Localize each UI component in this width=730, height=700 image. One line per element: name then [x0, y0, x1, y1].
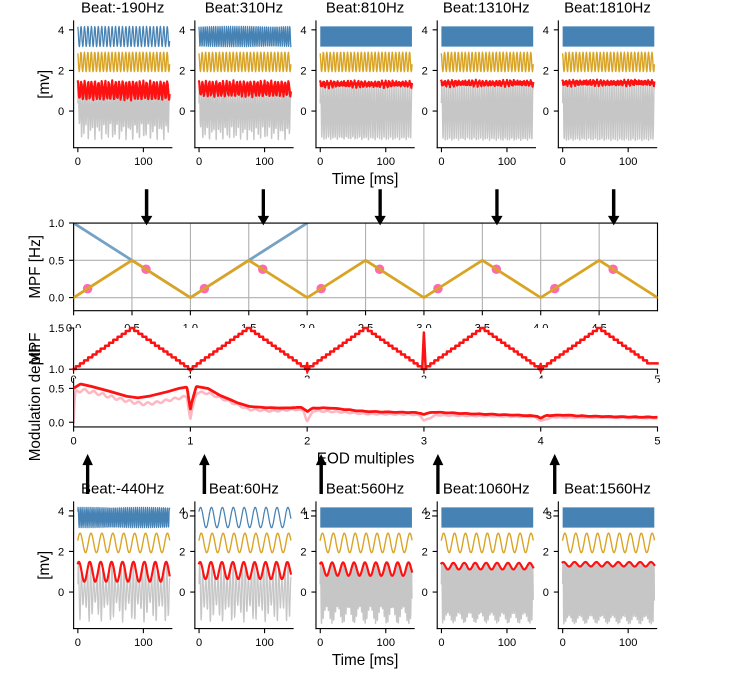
svg-text:0.5: 0.5 [49, 255, 64, 267]
svg-text:2: 2 [300, 65, 306, 77]
svg-text:EOD multiples: EOD multiples [317, 450, 415, 467]
svg-text:0: 0 [422, 587, 428, 599]
svg-text:Beat:1560Hz: Beat:1560Hz [564, 481, 651, 498]
svg-text:0: 0 [179, 106, 185, 118]
svg-text:100: 100 [376, 637, 395, 649]
svg-text:0: 0 [75, 637, 81, 649]
svg-text:0: 0 [300, 106, 306, 118]
svg-text:0: 0 [317, 156, 323, 168]
svg-text:0.0: 0.0 [49, 293, 64, 305]
svg-text:2: 2 [304, 435, 310, 447]
svg-text:0: 0 [58, 106, 64, 118]
svg-text:0: 0 [71, 435, 77, 447]
svg-text:Beat:-440Hz: Beat:-440Hz [81, 481, 164, 498]
svg-text:2: 2 [58, 546, 64, 558]
svg-text:Modulation depth: Modulation depth [27, 344, 44, 461]
svg-text:1: 1 [187, 435, 193, 447]
svg-text:2: 2 [543, 546, 549, 558]
svg-text:0: 0 [543, 587, 549, 599]
svg-text:Beat:1810Hz: Beat:1810Hz [564, 0, 651, 17]
svg-text:Beat:1060Hz: Beat:1060Hz [443, 481, 530, 498]
svg-text:2: 2 [425, 510, 431, 522]
svg-text:Beat:810Hz: Beat:810Hz [326, 0, 404, 17]
svg-text:4: 4 [543, 25, 549, 37]
svg-text:Beat:310Hz: Beat:310Hz [205, 0, 283, 17]
svg-text:2: 2 [422, 65, 428, 77]
svg-text:4: 4 [58, 506, 64, 518]
svg-text:0: 0 [196, 637, 202, 649]
svg-text:5: 5 [654, 435, 660, 447]
svg-text:100: 100 [619, 156, 638, 168]
svg-text:100: 100 [134, 156, 153, 168]
svg-text:2: 2 [58, 65, 64, 77]
svg-text:0: 0 [300, 587, 306, 599]
svg-text:Time [ms]: Time [ms] [332, 171, 398, 188]
svg-text:2: 2 [543, 65, 549, 77]
svg-text:[mv]: [mv] [36, 551, 53, 580]
svg-text:4: 4 [179, 506, 185, 518]
svg-text:0: 0 [182, 510, 188, 522]
svg-text:2: 2 [179, 65, 185, 77]
svg-text:0: 0 [58, 587, 64, 599]
svg-text:1: 1 [303, 510, 309, 522]
svg-text:[mv]: [mv] [36, 70, 53, 99]
svg-text:MPF [Hz]: MPF [Hz] [27, 235, 44, 299]
svg-text:0: 0 [560, 156, 566, 168]
svg-text:4: 4 [179, 25, 185, 37]
svg-text:0: 0 [560, 637, 566, 649]
svg-text:0: 0 [75, 156, 81, 168]
svg-text:0: 0 [422, 106, 428, 118]
svg-text:Beat:-190Hz: Beat:-190Hz [81, 0, 164, 17]
svg-text:Beat:60Hz: Beat:60Hz [209, 481, 279, 498]
svg-text:4: 4 [538, 435, 544, 447]
svg-text:4: 4 [422, 25, 428, 37]
svg-text:2: 2 [422, 546, 428, 558]
svg-text:100: 100 [255, 637, 274, 649]
svg-text:1.0: 1.0 [49, 218, 64, 230]
svg-text:0: 0 [543, 106, 549, 118]
svg-text:100: 100 [498, 156, 517, 168]
svg-text:4: 4 [300, 25, 306, 37]
svg-text:Beat:560Hz: Beat:560Hz [326, 481, 404, 498]
svg-text:0: 0 [438, 637, 444, 649]
svg-text:100: 100 [134, 637, 153, 649]
svg-text:0.0: 0.0 [49, 417, 64, 429]
svg-text:100: 100 [619, 637, 638, 649]
svg-text:1.0: 1.0 [49, 364, 64, 376]
svg-text:4: 4 [58, 25, 64, 37]
svg-text:100: 100 [498, 637, 517, 649]
svg-text:0: 0 [317, 637, 323, 649]
svg-text:100: 100 [255, 156, 274, 168]
svg-text:0: 0 [438, 156, 444, 168]
svg-text:0: 0 [179, 587, 185, 599]
svg-text:2: 2 [179, 546, 185, 558]
svg-text:3: 3 [421, 435, 427, 447]
svg-text:0.5: 0.5 [49, 383, 64, 395]
svg-text:4: 4 [300, 506, 306, 518]
svg-text:3: 3 [546, 510, 552, 522]
svg-text:1.5: 1.5 [49, 323, 64, 335]
svg-text:2: 2 [300, 546, 306, 558]
svg-text:Time [ms]: Time [ms] [332, 652, 398, 669]
svg-text:4: 4 [422, 506, 428, 518]
svg-text:4: 4 [543, 506, 549, 518]
svg-text:Beat:1310Hz: Beat:1310Hz [443, 0, 530, 17]
svg-text:0: 0 [196, 156, 202, 168]
svg-text:100: 100 [376, 156, 395, 168]
svg-text:MPF: MPF [27, 332, 44, 364]
